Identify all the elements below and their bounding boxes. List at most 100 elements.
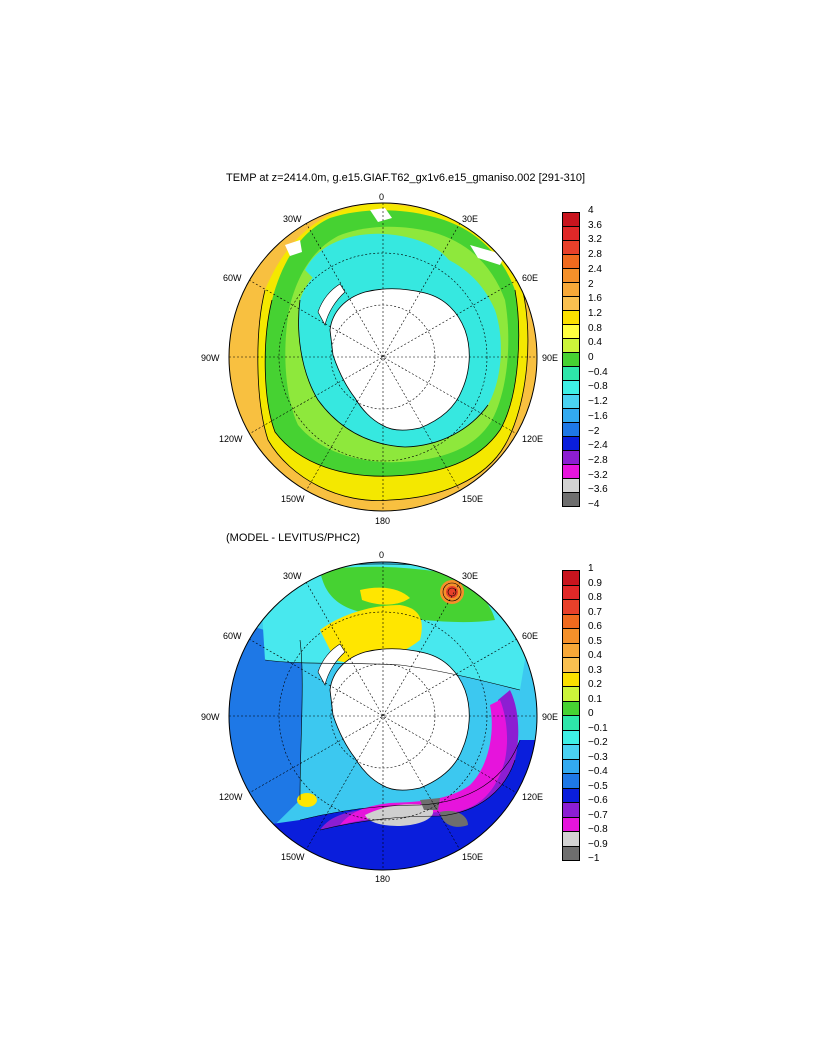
- panel1-lon-150e: 150E: [462, 494, 484, 504]
- panel1-colorbar-tick-label: 0.4: [588, 337, 602, 349]
- panel1-colorbar-swatch: [562, 226, 580, 241]
- panel2-colorbar-tick-label: −0.5: [588, 780, 608, 792]
- panel1-colorbar-tick-label: −2.8: [588, 454, 608, 466]
- panel2-colorbar-swatch: [562, 686, 580, 702]
- panel2-colorbar-swatch: [562, 758, 580, 774]
- panel2-colorbar-swatch: [562, 744, 580, 760]
- panel1-colorbar-tick-label: 0: [588, 352, 594, 363]
- panel1-colorbar-tick-label: −2.4: [588, 440, 608, 452]
- panel1-lon-30e: 30E: [462, 214, 479, 224]
- panel1-colorbar-tick-label: 2.4: [588, 263, 602, 275]
- panel2-colorbar-tick-label: 0.1: [588, 693, 602, 705]
- panel1-colorbar-tick-label: −0.8: [588, 381, 608, 393]
- panel2-colorbar-tick-label: 1: [588, 563, 594, 574]
- panel2-lon-30e: 30E: [462, 571, 479, 581]
- panel1-colorbar-tick-label: −3.2: [588, 469, 608, 481]
- panel2-colorbar-swatch: [562, 642, 580, 658]
- panel1-colorbar-swatch: [562, 366, 580, 381]
- panel2-colorbar-swatch: [562, 671, 580, 687]
- panel1-colorbar: 4 3.6 3.2 2.8 2.4 2 1.6 1.2 0.8 0.4 0 −0.4 −0.8 −1.2 −…: [562, 205, 608, 510]
- panel1-colorbar-swatch: [562, 492, 580, 507]
- panel1-antarctica: [329, 288, 470, 431]
- panel1-colorbar-tick-label: 3.6: [588, 219, 602, 231]
- panel1-colorbar-tick-label: 1.6: [588, 293, 602, 305]
- panel2-lon-150e: 150E: [462, 852, 484, 862]
- panel1-colorbar-swatch: [562, 380, 580, 395]
- panel2-lon-90e: 90E: [542, 712, 559, 722]
- panel2-colorbar-tick-label: 0.2: [588, 679, 602, 690]
- panel2-title: (MODEL - LEVITUS/PHC2): [226, 532, 361, 544]
- panel2-colorbar-swatch: [562, 715, 580, 731]
- panel1-lon-180: 180: [375, 516, 391, 526]
- panel2-colorbar-tick-label: 0.4: [588, 650, 602, 661]
- panel1-colorbar-swatch: [562, 268, 580, 283]
- panel2-colorbar-tick-label: 0: [588, 708, 594, 719]
- panel1-colorbar-swatch: [562, 338, 580, 353]
- panel1-colorbar-tick-label: −0.4: [588, 366, 608, 378]
- panel1-colorbar-swatch: [562, 408, 580, 423]
- panel2-colorbar-tick-label: −0.8: [588, 824, 608, 835]
- panel2-colorbar-swatch: [562, 657, 580, 673]
- panel1-lon-30w: 30W: [283, 214, 302, 224]
- panel2-colorbar-swatch: [562, 816, 580, 832]
- panel1-colorbar-swatch: [562, 478, 580, 493]
- panel2-colorbar-swatch: [562, 700, 580, 716]
- panel1-colorbar-swatch: [562, 296, 580, 311]
- panel2-colorbar-swatch: [562, 628, 580, 644]
- panel2-colorbar-swatch: [562, 613, 580, 629]
- panel1-colorbar-tick-label: 1.2: [588, 307, 602, 319]
- panel1-colorbar-tick-label: 3.2: [588, 234, 602, 246]
- panel1-colorbar-tick-label: −4: [588, 499, 600, 510]
- panel2-lon-150w: 150W: [281, 852, 305, 862]
- panel2-lon-60e: 60E: [522, 631, 539, 641]
- panel2-map-border: [228, 561, 538, 871]
- panel1-colorbar-tick-label: −1.2: [588, 396, 608, 408]
- panel2-lon-30w: 30W: [283, 571, 302, 581]
- panel2-colorbar-tick-label: −1: [588, 853, 600, 864]
- panel2-colorbar-tick-label: −0.6: [588, 795, 608, 806]
- panel1-colorbar-swatch: [562, 240, 580, 255]
- panel1-colorbar-tick-label: 0.8: [588, 322, 602, 334]
- panel2-lon-90w: 90W: [201, 712, 220, 722]
- panel1-lon-120e: 120E: [522, 434, 544, 444]
- panel1-colorbar-tick-label: 2.8: [588, 249, 602, 261]
- panel1-lon-90w: 90W: [201, 353, 220, 363]
- panel1-colorbar-swatch: [562, 422, 580, 437]
- panel2-colorbar-tick-label: −0.3: [588, 751, 608, 763]
- panel1-colorbar-swatch: [562, 282, 580, 297]
- panel2-colorbar-tick-label: 0.6: [588, 621, 602, 632]
- panel2-colorbar-tick-label: 0.5: [588, 635, 602, 647]
- panel2-lon-0: 0: [379, 550, 385, 560]
- panel2-colorbar-tick-label: 0.7: [588, 606, 602, 618]
- panel1-colorbar-tick-label: 2: [588, 278, 594, 290]
- panel1-colorbar-swatch: [562, 450, 580, 465]
- panel1-title: TEMP at z=2414.0m, g.e15.GIAF.T62_gx1v6.…: [226, 172, 586, 184]
- panel2-colorbar-swatch: [562, 570, 580, 586]
- panel2-colorbar-tick-label: −0.9: [588, 838, 608, 850]
- panel2-colorbar-swatch: [562, 729, 580, 745]
- panel2-colorbar-tick-label: 0.9: [588, 577, 602, 589]
- panel2-lon-60w: 60W: [223, 631, 242, 641]
- panel1-lon-90e: 90E: [542, 353, 559, 363]
- panel1-colorbar-tick-label: −2: [588, 425, 600, 437]
- panel2-colorbar-swatch: [562, 773, 580, 789]
- panel1-colorbar-tick-label: −1.6: [588, 410, 608, 422]
- panel1-colorbar-swatch: [562, 212, 580, 227]
- panel1-map-border: [228, 202, 538, 512]
- panel2-colorbar-tick-label: −0.1: [588, 722, 608, 734]
- panel2-colorbar-tick-label: −0.4: [588, 766, 608, 777]
- panel2-lon-120e: 120E: [522, 792, 544, 802]
- panel2-colorbar-tick-label: 0.8: [588, 592, 602, 603]
- panel2-colorbar-tick-label: −0.2: [588, 737, 608, 748]
- panel1-colorbar-swatch: [562, 254, 580, 269]
- panel2-colorbar-swatch: [562, 802, 580, 818]
- panel1-lon-150w: 150W: [281, 494, 305, 504]
- panel1-colorbar-swatch: [562, 464, 580, 479]
- panel1-colorbar-tick-label: −3.6: [588, 484, 608, 496]
- panel1-colorbar-swatch: [562, 310, 580, 325]
- panel2-colorbar: 1 0.9 0.8 0.7 0.6 0.5 0.4 0.3 0.2 0.1 0 −0.1 −0.2 −0.…: [562, 563, 608, 864]
- panel2-lon-120w: 120W: [219, 792, 243, 802]
- panel1-colorbar-swatch: [562, 352, 580, 367]
- panel1-lon-60e: 60E: [522, 273, 539, 283]
